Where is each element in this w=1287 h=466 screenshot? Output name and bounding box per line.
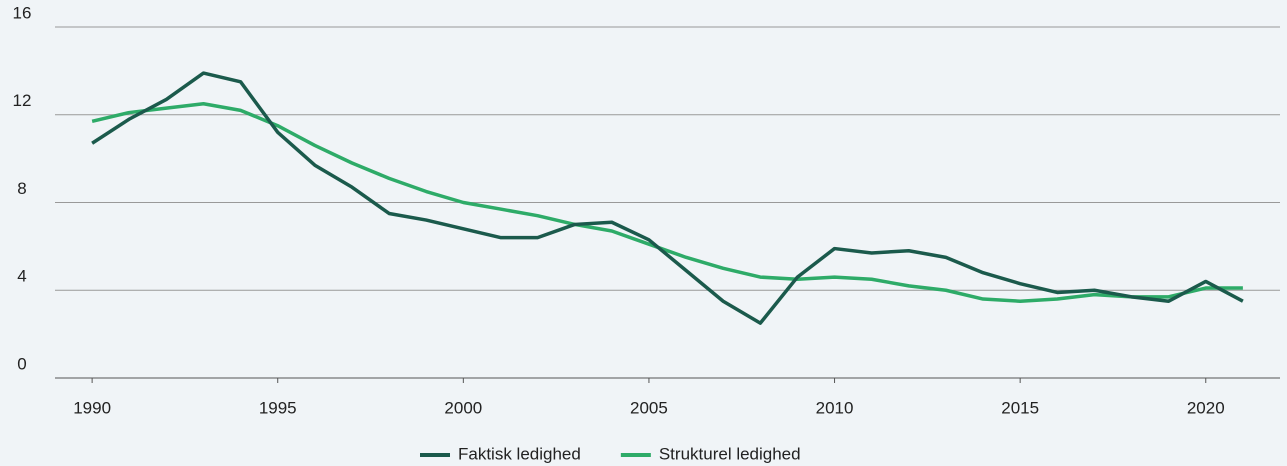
y-tick-label: 0 — [17, 354, 26, 373]
y-tick-label: 8 — [17, 179, 26, 198]
x-tick-label: 1995 — [259, 398, 297, 417]
series-line — [91, 71, 1244, 325]
x-tick-label: 1990 — [73, 398, 111, 417]
x-tick-label: 2005 — [630, 398, 668, 417]
x-tick-label: 2010 — [816, 398, 854, 417]
y-tick-label: 16 — [13, 3, 32, 22]
x-tick-label: 2015 — [1001, 398, 1039, 417]
x-tick-label: 2020 — [1187, 398, 1225, 417]
x-tick-label: 2000 — [444, 398, 482, 417]
legend-label: Faktisk ledighed — [458, 444, 581, 463]
legend: Faktisk ledighed Strukturel ledighed — [420, 444, 801, 463]
series-line — [91, 102, 1243, 303]
legend-label: Strukturel ledighed — [659, 444, 801, 463]
y-tick-label: 4 — [17, 267, 26, 286]
y-tick-label: 12 — [13, 91, 32, 110]
